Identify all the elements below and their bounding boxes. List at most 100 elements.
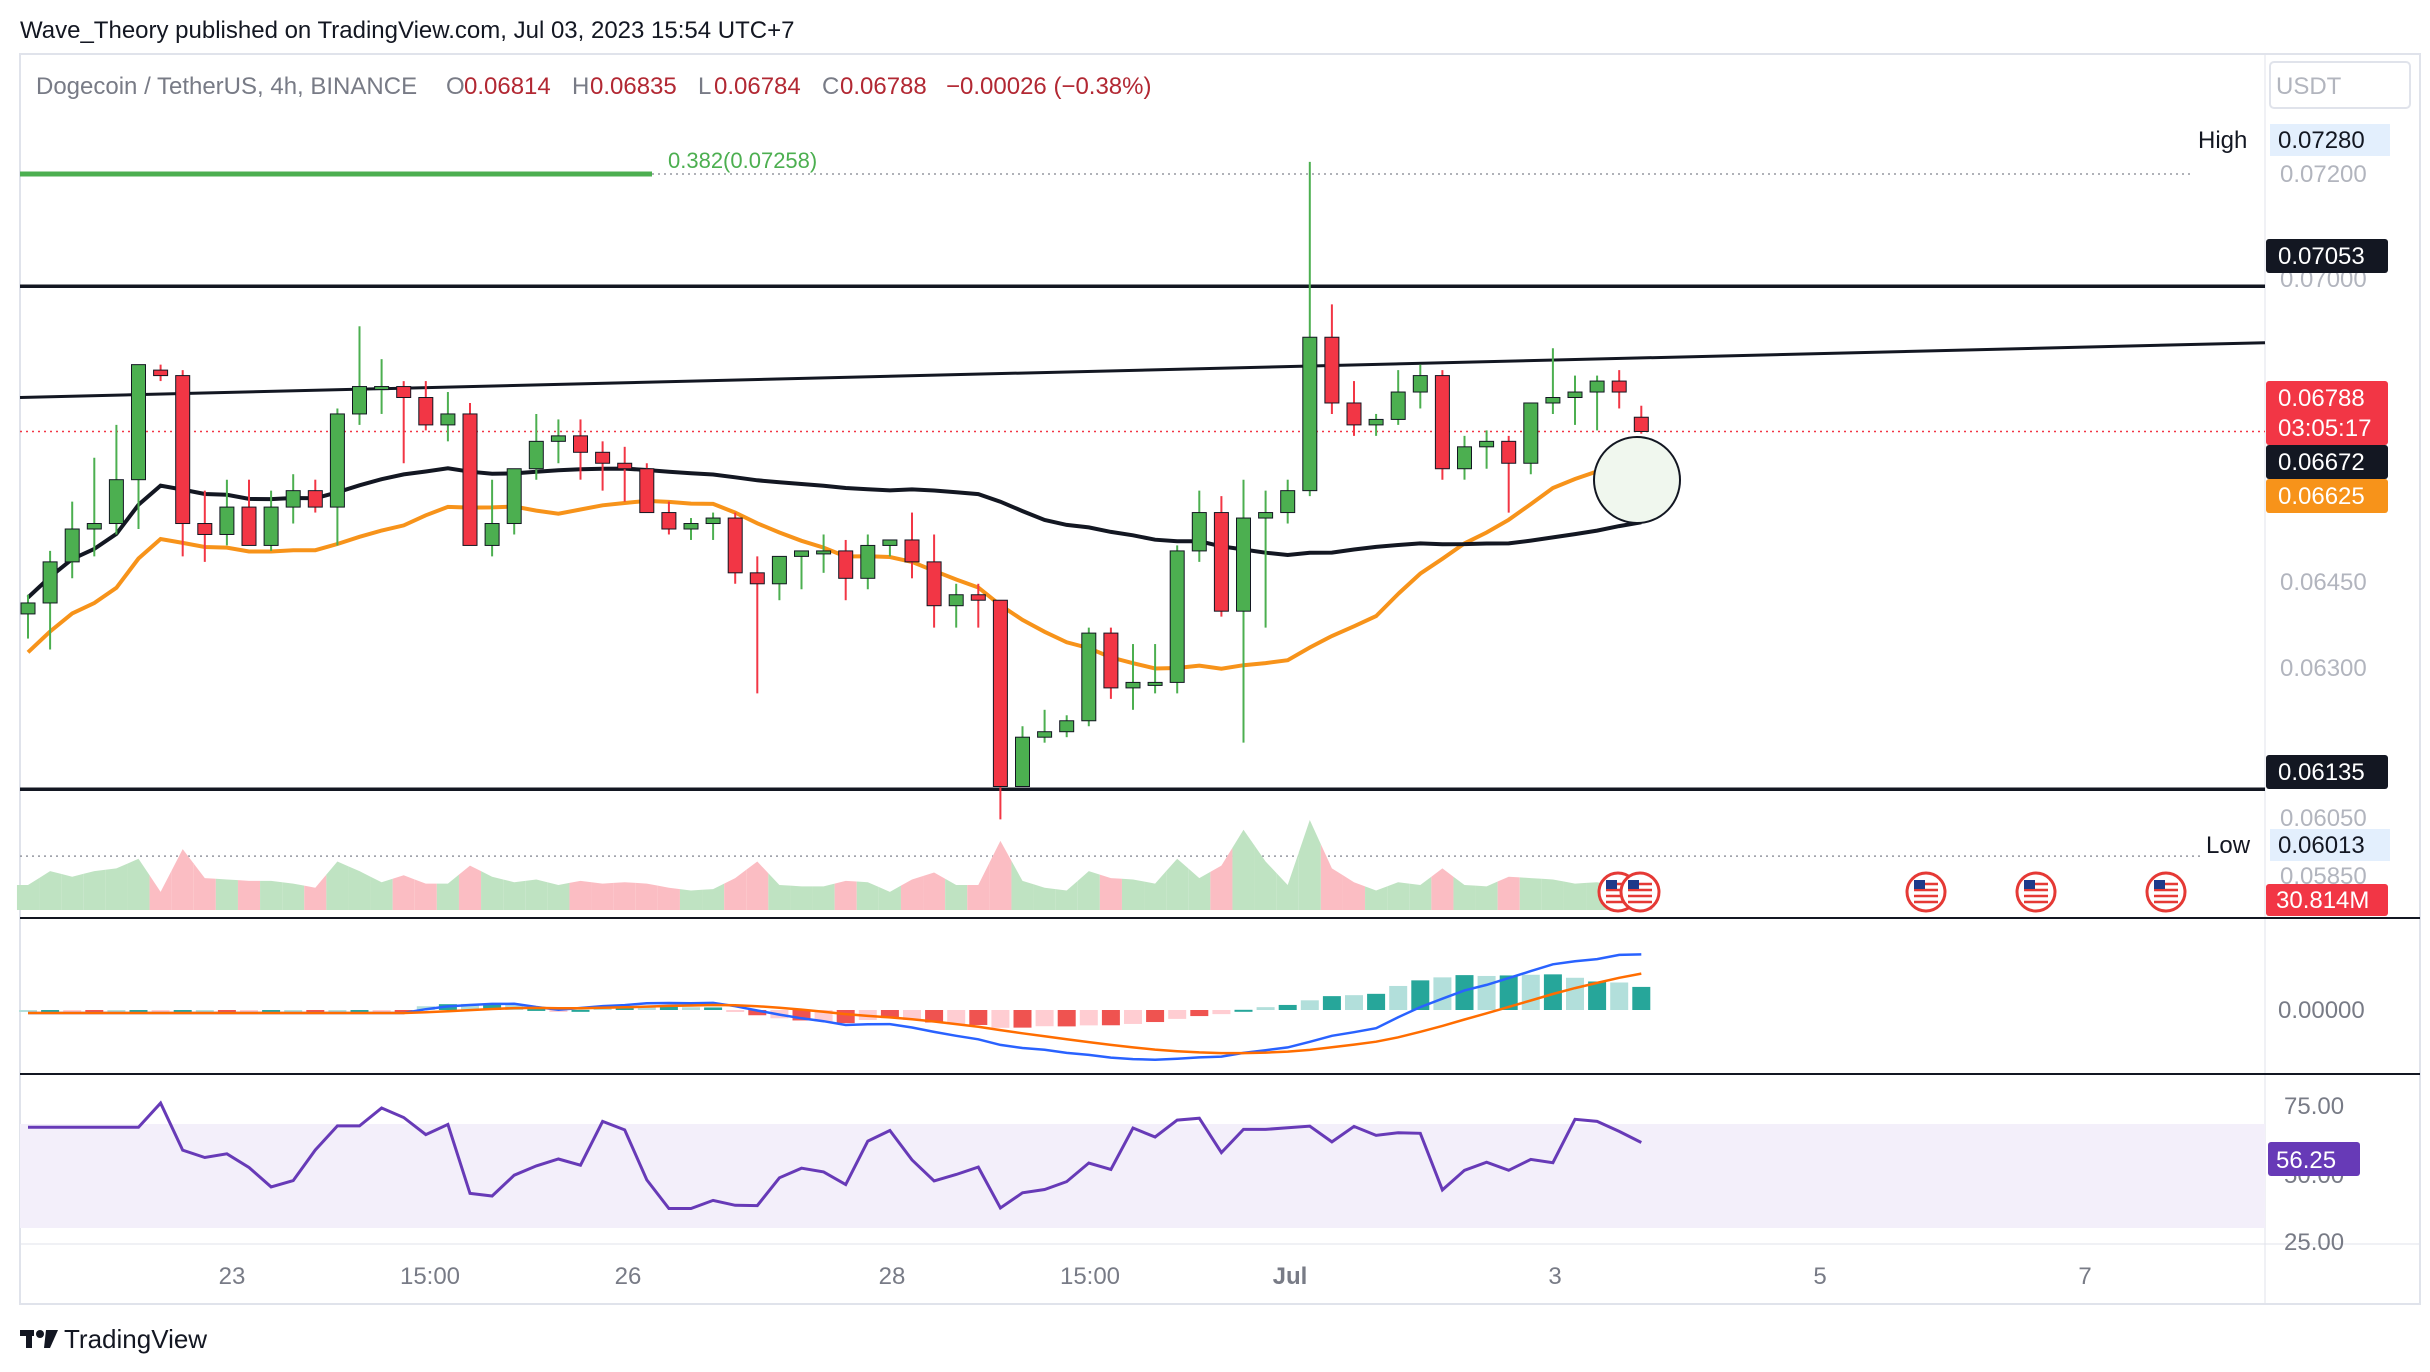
horizontal-levels[interactable] <box>20 284 2265 857</box>
volume-bar <box>193 863 216 910</box>
us-flag-icon <box>1905 871 1947 913</box>
candle-body <box>1390 391 1406 420</box>
time-axis[interactable]: 23 15:00 26 28 15:00 Jul 3 5 7 <box>219 1263 2092 1290</box>
volume-bar <box>282 882 305 910</box>
price-level-tag: 0.06135 <box>2278 759 2365 786</box>
volume-bar <box>1541 878 1564 910</box>
volume-bar <box>1033 884 1056 910</box>
high-marker-bg <box>2192 124 2264 156</box>
candle-body <box>794 550 809 557</box>
macd-histogram-bar <box>1499 975 1518 1010</box>
volume-bar <box>878 885 901 910</box>
macd-histogram-bar <box>1035 1010 1054 1027</box>
price-level-tag: 0.07053 <box>2278 243 2365 270</box>
candle-body <box>1037 731 1053 738</box>
macd-histogram-bar <box>1212 1010 1231 1015</box>
volume-bar <box>525 879 548 910</box>
ohlc-h-value: 0.06835 <box>590 73 677 100</box>
candle-body <box>661 512 677 530</box>
candle-body <box>771 555 787 585</box>
candle-body <box>263 506 279 546</box>
candle-body <box>86 523 102 530</box>
volume-bar <box>1144 871 1167 910</box>
volume-histogram <box>16 820 1653 910</box>
price-axis[interactable]: 0.072000.070000.064500.063000.060500.059… <box>2266 161 2388 916</box>
candle-body <box>1213 512 1229 612</box>
economic-events[interactable] <box>1597 871 2187 913</box>
price-tick-label: 0.06050 <box>2280 805 2367 832</box>
candle-body <box>948 594 964 607</box>
macd-histogram-bar <box>1146 1010 1165 1023</box>
macd-histogram-bar <box>748 1010 767 1016</box>
publish-header: Wave_Theory published on TradingView.com… <box>20 17 794 44</box>
tv-logo-mark-wedge <box>44 1330 58 1348</box>
volume-bar <box>657 885 680 910</box>
candle-body <box>816 550 832 555</box>
candle-body <box>131 364 146 481</box>
macd-histogram-bar <box>483 1003 502 1010</box>
candle-body <box>1125 681 1141 689</box>
price-countdown: 03:05:17 <box>2278 415 2371 442</box>
rsi-value-label: 56.25 <box>2276 1147 2336 1174</box>
volume-bar <box>702 883 725 910</box>
highlight-circle <box>1593 436 1681 524</box>
candle-body <box>175 375 191 525</box>
volume-bar <box>1497 876 1520 910</box>
volume-bar <box>392 875 415 910</box>
tradingview-logo[interactable]: TradingView <box>20 1324 207 1354</box>
ohlc-change: −0.00026 (−0.38%) <box>946 73 1152 100</box>
macd-histogram-bar <box>836 1010 855 1024</box>
macd-histogram-bar <box>107 1010 126 1012</box>
macd-histogram-bar <box>1345 995 1363 1010</box>
candle-body <box>1302 336 1318 492</box>
macd-histogram-bar <box>262 1010 281 1012</box>
high-value-bg <box>2270 124 2390 156</box>
candle-body <box>1015 736 1030 788</box>
candle-body <box>550 435 566 442</box>
volume-bar <box>635 882 658 910</box>
macd-histogram-bar <box>792 1010 811 1021</box>
candle-body <box>1081 632 1097 722</box>
volume-bar <box>16 878 40 910</box>
volume-bar <box>215 878 238 910</box>
candle-body <box>462 413 478 546</box>
symbol-title[interactable]: Dogecoin / TetherUS, 4h, BINANCE <box>36 73 417 100</box>
volume-bar <box>1365 886 1388 910</box>
macd-histogram-bar <box>814 1010 833 1022</box>
candle-body <box>573 435 588 453</box>
candle-body <box>683 523 699 530</box>
us-flag-icon <box>2015 871 2057 913</box>
macd-histogram-bar <box>151 1010 170 1012</box>
currency-box[interactable] <box>2269 61 2411 109</box>
fibonacci-level[interactable]: 0.382(0.07258) <box>20 148 2190 177</box>
candle-body <box>440 413 456 426</box>
us-flag-canton <box>2154 880 2165 889</box>
low-marker-bg <box>2200 829 2264 861</box>
time-tick-label: 15:00 <box>400 1263 460 1290</box>
macd-histogram-bar <box>1190 1010 1209 1017</box>
candle-body <box>396 386 412 399</box>
price-tick-label: 0.07200 <box>2280 161 2367 188</box>
candle-body <box>1523 402 1539 464</box>
rsi-tick-label: 25.00 <box>2284 1229 2344 1256</box>
candle-body <box>1457 446 1472 470</box>
price-level-tag-bg <box>2266 381 2388 445</box>
price-level-tag: 0.06672 <box>2278 449 2365 476</box>
candle-body <box>241 506 257 546</box>
volume-bar <box>414 879 437 910</box>
candle-body <box>926 561 942 607</box>
volume-bar <box>724 869 747 910</box>
volume-bar <box>746 861 769 910</box>
candle-body <box>64 528 80 563</box>
ohlc-h-label: H <box>572 73 589 100</box>
candlesticks <box>20 161 1649 820</box>
candle-body <box>838 550 854 579</box>
volume-tag: 30.814M <box>2276 887 2369 914</box>
volume-bar <box>900 876 924 910</box>
volume-bar <box>237 880 261 910</box>
candle-body <box>1434 375 1450 470</box>
candle-body <box>992 599 1008 788</box>
currency-label: USDT <box>2276 73 2342 100</box>
macd-histogram-bar <box>328 1010 347 1012</box>
